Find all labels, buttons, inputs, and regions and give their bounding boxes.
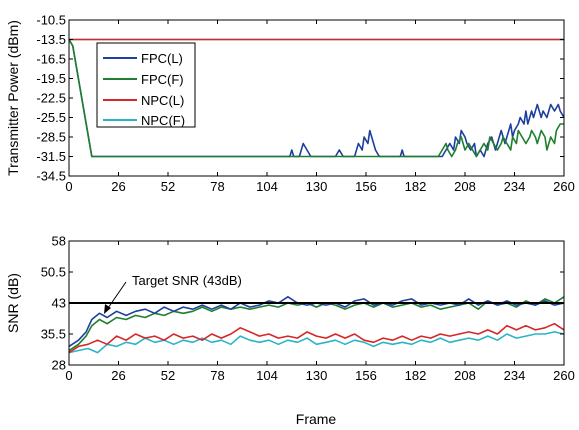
- snr-x-axis-label: Frame: [296, 411, 337, 427]
- legend-item-fpc-f: FPC(F): [103, 72, 184, 87]
- series-line-fpc-f: [68, 296, 565, 352]
- x-tick-label: 26: [111, 179, 125, 194]
- x-tick-label: 0: [65, 368, 72, 383]
- legend-item-npc-f: NPC(F): [103, 113, 185, 128]
- y-tick-label: -16.5: [36, 52, 66, 67]
- x-tick-label: 234: [504, 179, 526, 194]
- snr-y-ticks: 28 35.5 43 50.5 58: [41, 234, 564, 373]
- series-line-npc-f: [68, 331, 565, 354]
- snr-series-layer: [68, 296, 565, 354]
- x-tick-label: 208: [454, 179, 476, 194]
- x-tick-label: 260: [553, 179, 575, 194]
- y-tick-label: -22.5: [36, 91, 66, 106]
- legend: FPC(L) FPC(F) NPC(L) NPC(F): [96, 42, 196, 128]
- series-line-npc-l: [68, 322, 565, 354]
- legend-label: FPC(F): [141, 72, 184, 87]
- legend-label: NPC(F): [141, 113, 185, 128]
- target-snr-label: Target SNR (43dB): [132, 273, 242, 288]
- x-tick-label: 208: [454, 368, 476, 383]
- x-tick-label: 104: [256, 368, 278, 383]
- annotation-arrow-line: [105, 281, 127, 312]
- series-line-fpc-l: [68, 296, 565, 348]
- y-tick-label: -19.5: [36, 71, 66, 86]
- y-tick-label: -13.5: [36, 32, 66, 47]
- x-tick-label: 234: [504, 368, 526, 383]
- x-tick-label: 52: [161, 368, 175, 383]
- y-tick-label: -25.5: [36, 110, 66, 125]
- legend-item-npc-l: NPC(L): [103, 93, 184, 108]
- legend-item-fpc-l: FPC(L): [103, 51, 183, 66]
- series-line-fpc-f: [68, 39, 564, 158]
- y-tick-label: -34.5: [36, 169, 66, 184]
- power-chart: 0 26 52 78 104 130 156 182 208 234 260 -10.5-13.5-…: [5, 13, 575, 195]
- x-tick-label: 26: [111, 368, 125, 383]
- snr-y-axis-label: SNR (dB): [5, 273, 21, 333]
- x-tick-label: 104: [256, 179, 278, 194]
- power-series-layer: [68, 38, 565, 158]
- legend-box: [96, 42, 196, 128]
- y-tick-label: 58: [52, 234, 66, 249]
- power-x-ticks: 0 26 52 78 104 130 156 182 208 234 260: [65, 20, 575, 194]
- legend-label: NPC(L): [141, 93, 184, 108]
- y-tick-label: 35.5: [41, 327, 66, 342]
- annotation-arrow-head: [104, 304, 111, 314]
- snr-x-ticks: 0 26 52 78 104 130 156 182 208 234 260: [65, 241, 575, 383]
- y-tick-label: -10.5: [36, 13, 66, 28]
- x-tick-label: 78: [210, 368, 224, 383]
- x-tick-label: 156: [355, 179, 377, 194]
- series-line-fpc-l: [68, 39, 565, 158]
- y-tick-label: 28: [52, 358, 66, 373]
- x-tick-label: 52: [161, 179, 175, 194]
- x-tick-label: 130: [306, 368, 328, 383]
- x-tick-label: 260: [553, 368, 575, 383]
- y-tick-label: -31.5: [36, 149, 66, 164]
- x-tick-label: 156: [355, 368, 377, 383]
- snr-chart: 0 26 52 78 104 130 156 182 208 234 260 28 35.5 43 50.…: [5, 234, 575, 428]
- power-y-axis-label: Transmitter Power (dBm): [5, 20, 21, 176]
- x-tick-label: 182: [405, 179, 427, 194]
- x-tick-label: 182: [405, 368, 427, 383]
- x-tick-label: 78: [210, 179, 224, 194]
- x-tick-label: 0: [65, 179, 72, 194]
- y-tick-label: 43: [52, 296, 66, 311]
- power-y-ticks: -10.5 -13.5 -16.5 -19.5 -22.5 -25.5 -28.5 -31.5…: [36, 13, 564, 184]
- legend-label: FPC(L): [141, 51, 183, 66]
- y-tick-label: -28.5: [36, 130, 66, 145]
- x-tick-label: 130: [306, 179, 328, 194]
- target-snr-annotation: Target SNR (43dB): [104, 273, 242, 314]
- y-tick-label: 50.5: [41, 265, 66, 280]
